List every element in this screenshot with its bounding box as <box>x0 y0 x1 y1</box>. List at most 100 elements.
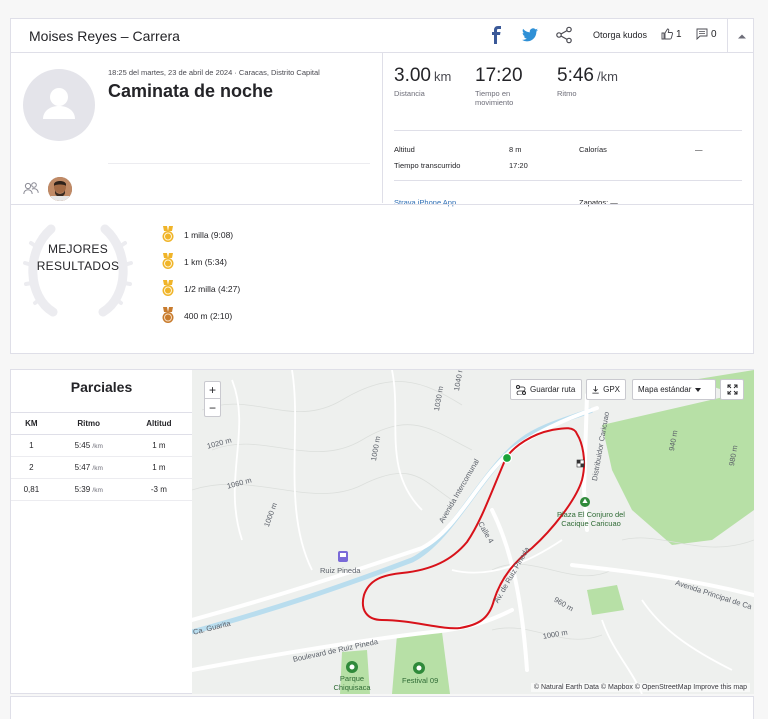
divider <box>394 130 742 131</box>
split-pace: 5:39 /km <box>51 478 126 501</box>
plaza-poi-icon[interactable] <box>580 497 590 507</box>
divider <box>108 163 370 164</box>
elapsed-time-label: Tiempo transcurrido <box>394 161 461 170</box>
best-efforts-section: MEJORES RESULTADOS 1 milla (9:08) 1 km (… <box>11 204 753 354</box>
gold-medal-icon <box>162 226 174 242</box>
bronze-medal-icon <box>162 307 174 323</box>
calories-value: — <box>695 145 703 154</box>
distance-unit: km <box>433 69 452 84</box>
split-km: 2 <box>11 456 52 479</box>
route-finish-flag-icon[interactable] <box>576 459 585 468</box>
best-effort-label: 1/2 milla (4:27) <box>184 283 241 294</box>
map-style-dropdown[interactable]: Mapa estándar <box>632 379 716 400</box>
splits-header-row: KM Ritmo Altitud <box>11 412 192 435</box>
best-effort-item[interactable]: 1/2 milla (4:27) <box>161 275 240 302</box>
splits-title: Parciales <box>70 379 133 395</box>
best-effort-item[interactable]: 1 milla (9:08) <box>161 221 240 248</box>
split-pace: 5:47 /km <box>51 456 126 479</box>
elapsed-time-value: 17:20 <box>509 161 528 170</box>
comment-count[interactable]: 0 <box>696 28 717 40</box>
map-attribution[interactable]: © Natural Earth Data © Mapbox © OpenStre… <box>530 683 750 692</box>
athlete-activity-title[interactable]: Moises Reyes – Carrera <box>29 28 180 44</box>
map-label-ruiz-pineda: Ruiz Pineda <box>320 566 361 575</box>
comment-count-value: 0 <box>711 28 717 40</box>
split-pace: 5:45 /km <box>51 434 126 457</box>
zoom-out-button[interactable]: − <box>208 400 216 415</box>
gold-medal-icon <box>162 280 174 296</box>
facebook-icon[interactable] <box>489 26 503 44</box>
stat-distance: 3.00 km Distancia <box>394 65 451 98</box>
splits-header-km: KM <box>11 412 52 435</box>
activity-header-bar: Moises Reyes – Carrera Otorga kudos 1 0 <box>11 19 753 53</box>
split-elev: -3 m <box>125 478 192 501</box>
splits-map-card: Parciales KM Ritmo Altitud 1 5:45 /km 1 … <box>10 369 754 694</box>
zoom-control: + − <box>204 381 221 417</box>
group-activity-icon[interactable] <box>23 181 39 195</box>
elevation-label: Altitud <box>394 145 415 154</box>
best-effort-item[interactable]: 400 m (2:10) <box>161 302 240 329</box>
distance-label: Distancia <box>394 89 425 98</box>
chevron-up-icon <box>737 34 746 38</box>
twitter-icon[interactable] <box>522 27 538 43</box>
athlete-avatar[interactable] <box>23 69 95 141</box>
gpx-label: GPX <box>603 385 620 394</box>
best-effort-item[interactable]: 1 km (5:34) <box>161 248 240 275</box>
stat-pace: 5:46/km Ritmo <box>557 65 618 98</box>
split-elev: 1 m <box>125 434 192 457</box>
best-effort-label: 1 milla (9:08) <box>184 229 234 240</box>
give-kudos-button[interactable]: Otorga kudos <box>593 30 648 40</box>
splits-header-pace: Ritmo <box>51 412 126 435</box>
split-elev: 1 m <box>125 456 192 479</box>
table-row[interactable]: 0,81 5:39 /km -3 m <box>11 478 192 501</box>
route-icon <box>516 384 526 395</box>
next-section-card <box>10 696 754 719</box>
activity-stats-pane: 3.00 km Distancia 17:20 Tiempo en movimie… <box>384 53 754 207</box>
split-km: 1 <box>11 434 52 457</box>
caret-down-icon <box>695 387 702 392</box>
bus-stop-icon[interactable] <box>338 551 348 562</box>
best-efforts-title-line1: MEJORES <box>47 242 109 256</box>
map-canvas[interactable] <box>192 370 754 694</box>
kudos-count-value: 1 <box>676 28 682 40</box>
device-link[interactable]: Strava iPhone App <box>394 198 457 207</box>
save-route-button[interactable]: Guardar ruta <box>510 379 582 400</box>
map-label-festival: Festival 09 <box>402 676 439 685</box>
divider <box>394 180 742 181</box>
map-label-plaza: Plaza El Conjuro del Cacique Caricuao <box>557 510 625 528</box>
athlete-avatar-small[interactable] <box>48 177 72 201</box>
stat-moving-time: 17:20 Tiempo en movimiento <box>475 65 535 108</box>
activity-details-pane: 18:25 del martes, 23 de abril de 2024 · … <box>11 53 383 203</box>
activity-name[interactable]: Caminata de noche <box>108 81 274 101</box>
distance-value: 3.00 <box>394 65 431 86</box>
activity-date-location: 18:25 del martes, 23 de abril de 2024 · … <box>108 68 320 77</box>
fullscreen-button[interactable] <box>720 379 744 400</box>
table-row[interactable]: 1 5:45 /km 1 m <box>11 434 192 457</box>
collapse-button[interactable] <box>727 19 755 52</box>
athlete-photo <box>48 177 72 201</box>
map-label-parque: Parque Chiquisaca <box>333 674 371 692</box>
save-route-label: Guardar ruta <box>530 385 576 394</box>
gpx-download-button[interactable]: GPX <box>586 379 626 400</box>
best-effort-label: 1 km (5:34) <box>184 256 227 267</box>
elevation-value: 8 m <box>509 145 522 154</box>
activity-summary-card: Moises Reyes – Carrera Otorga kudos 1 0 <box>10 18 754 354</box>
comment-icon <box>696 28 708 40</box>
pace-label: Ritmo <box>557 89 577 98</box>
best-efforts-list: 1 milla (9:08) 1 km (5:34) 1/2 milla (4:… <box>161 221 240 329</box>
kudos-count[interactable]: 1 <box>661 28 682 40</box>
pace-value: 5:46 <box>557 65 594 86</box>
share-icon[interactable] <box>555 26 573 44</box>
gold-medal-icon <box>162 253 174 269</box>
route-start-marker[interactable] <box>501 452 513 464</box>
zoom-in-button[interactable]: + <box>205 382 220 399</box>
route-map[interactable]: + − Guardar ruta GPX Mapa estándar Ruiz … <box>192 370 754 694</box>
festival-poi-icon[interactable] <box>413 662 425 674</box>
splits-header-elev: Altitud <box>125 412 192 435</box>
best-effort-label: 400 m (2:10) <box>184 310 233 321</box>
table-row[interactable]: 2 5:47 /km 1 m <box>11 456 192 479</box>
park-poi-icon[interactable] <box>346 661 358 673</box>
thumbs-up-icon <box>661 28 673 40</box>
map-style-label: Mapa estándar <box>638 385 692 394</box>
split-km: 0,81 <box>11 478 52 501</box>
laurel-wreath-icon <box>23 224 133 317</box>
